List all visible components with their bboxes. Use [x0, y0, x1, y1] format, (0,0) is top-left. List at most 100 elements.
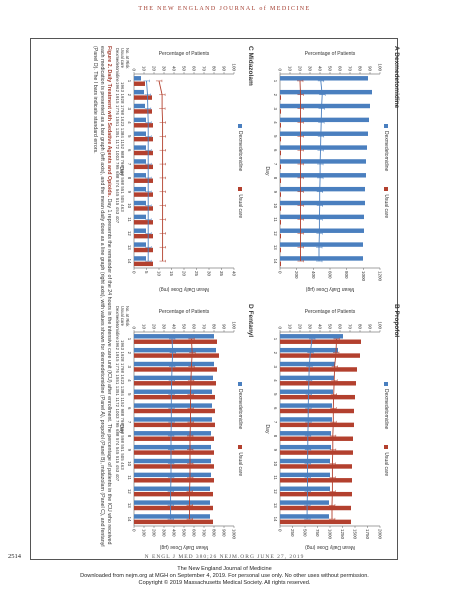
bar-dexmedetomidine — [134, 417, 212, 422]
day-tick-label: 4 — [273, 379, 278, 382]
right-tick-label: 800 — [344, 271, 349, 279]
journal-citation: N ENGL J MED 380;26 NEJM.ORG JUNE 27, 20… — [144, 554, 305, 560]
right-tick-label: 600 — [192, 529, 197, 537]
bar-dexmedetomidine — [280, 403, 332, 408]
bar-dexmedetomidine — [134, 200, 146, 206]
day-tick-label: 11 — [273, 475, 278, 480]
bar-usual-care — [134, 123, 153, 128]
right-tick-label: 300 — [162, 529, 167, 537]
left-tick-label: 30 — [162, 324, 167, 330]
bar-usual-care — [134, 150, 153, 156]
bar-dexmedetomidine — [280, 186, 365, 192]
left-tick-label: 100 — [378, 63, 383, 71]
right-tick-label: 1200 — [378, 271, 383, 282]
bar-dexmedetomidine — [134, 389, 212, 394]
bar-usual-care — [280, 164, 281, 170]
left-tick-label: 40 — [318, 324, 323, 330]
left-tick-label: 60 — [192, 66, 197, 72]
day-tick-label: 7 — [127, 163, 132, 166]
left-axis-title: Percentage of Patients — [159, 309, 210, 315]
journal-header: THE NEW ENGLAND JOURNAL of MEDICINE — [138, 6, 311, 12]
right-tick-label: 2000 — [378, 529, 383, 540]
legend-dex: Dexmedetomidine — [237, 382, 243, 429]
bar-dexmedetomidine — [134, 214, 146, 220]
bar-usual-care — [280, 95, 281, 100]
left-tick-label: 80 — [358, 324, 363, 330]
x-axis-title: Day — [118, 167, 124, 176]
right-tick-label: 5 — [144, 271, 149, 274]
right-tick-label: 200 — [294, 271, 299, 279]
bar-dexmedetomidine — [134, 375, 213, 381]
day-tick-label: 7 — [273, 421, 278, 424]
right-tick-label: 0 — [132, 529, 137, 532]
bar-usual-care — [134, 491, 213, 497]
bar-usual-care — [134, 367, 217, 372]
bar-dexmedetomidine — [134, 89, 144, 95]
bar-dexmedetomidine — [134, 486, 210, 491]
bar-dexmedetomidine — [280, 444, 331, 450]
dose-line-dexmedetomidine — [306, 338, 313, 520]
left-tick-label: 80 — [212, 324, 217, 330]
bar-dexmedetomidine — [280, 347, 338, 353]
bar-dexmedetomidine — [134, 500, 210, 505]
right-tick-label: 1000 — [232, 529, 237, 540]
legend: Dexmedetomidine Usual care — [383, 124, 389, 218]
left-tick-label: 70 — [348, 66, 353, 72]
day-tick-label: 12 — [127, 231, 132, 236]
right-tick-label: 35 — [219, 271, 224, 277]
legend-dex: Dexmedetomidine — [237, 124, 243, 171]
panel-label: C Midazolam — [247, 46, 254, 86]
risk-usual-values: 1963 1928 1798 1623 1384 1152 988 798 69… — [119, 340, 125, 470]
day-tick-label: 7 — [127, 421, 132, 424]
bar-dexmedetomidine — [134, 76, 141, 81]
bar-dexmedetomidine — [280, 145, 367, 150]
bar-usual-care — [134, 353, 219, 358]
bar-usual-care — [280, 353, 360, 358]
bar-usual-care — [280, 464, 352, 469]
right-tick-label: 1750 — [365, 529, 370, 540]
risk-dex-label: Dexmedetomidine — [114, 48, 120, 82]
bar-usual-care — [134, 519, 213, 525]
left-tick-label: 20 — [152, 66, 157, 72]
bar-dexmedetomidine — [280, 375, 334, 381]
left-tick-label: 100 — [232, 321, 237, 329]
left-tick-label: 10 — [288, 324, 293, 330]
day-tick-label: 8 — [127, 177, 132, 180]
risk-table-right: No. at Risk Usual care 1963 1928 1798 162… — [114, 306, 130, 556]
right-tick-label: 0 — [132, 271, 137, 274]
bar-dexmedetomidine — [134, 186, 146, 192]
right-tick-label: 1250 — [340, 529, 345, 540]
left-tick-label: 40 — [172, 324, 177, 330]
legend-usual: Usual care — [237, 445, 243, 476]
bar-dexmedetomidine — [280, 76, 368, 81]
day-tick-label: 2 — [273, 352, 278, 355]
day-tick-label: 9 — [273, 449, 278, 452]
risk-usual-label: Usual care — [119, 48, 125, 69]
dose-line-dexmedetomidine — [170, 338, 174, 520]
day-tick-label: 11 — [127, 475, 132, 480]
right-tick-label: 40 — [232, 271, 237, 277]
bar-usual-care — [280, 491, 352, 497]
bar-usual-care — [280, 436, 353, 441]
bar-dexmedetomidine — [280, 242, 363, 247]
legend-usual: Usual care — [383, 187, 389, 218]
day-tick-label: 3 — [127, 107, 132, 110]
left-tick-label: 90 — [368, 66, 373, 72]
left-tick-label: 60 — [192, 324, 197, 330]
bar-dexmedetomidine — [280, 431, 331, 436]
bar-usual-care — [280, 408, 354, 414]
bar-dexmedetomidine — [134, 514, 210, 519]
left-tick-label: 40 — [172, 66, 177, 72]
left-tick-label: 60 — [338, 324, 343, 330]
bar-usual-care — [280, 394, 355, 400]
dose-line-usual-care — [331, 338, 337, 520]
dose-line-usual-care — [158, 80, 164, 262]
panel-midazolam: C Midazolam Dexmedetomidine Usual care 0… — [102, 46, 254, 296]
bar-dexmedetomidine — [134, 145, 146, 150]
legend-usual: Usual care — [237, 187, 243, 218]
day-tick-label: 6 — [273, 149, 278, 152]
right-tick-label: 700 — [202, 529, 207, 537]
left-tick-label: 30 — [162, 66, 167, 72]
bar-dexmedetomidine — [134, 458, 211, 464]
bar-usual-care — [134, 261, 153, 267]
